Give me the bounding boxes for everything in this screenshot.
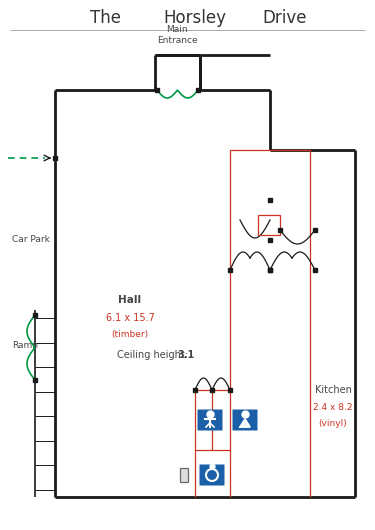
Text: Ramp: Ramp <box>12 340 38 349</box>
FancyBboxPatch shape <box>198 410 222 430</box>
Text: Kitchen: Kitchen <box>315 385 351 395</box>
FancyBboxPatch shape <box>200 464 225 485</box>
FancyBboxPatch shape <box>232 410 258 430</box>
Text: Hall: Hall <box>118 295 142 305</box>
Text: 2.4 x 8.2: 2.4 x 8.2 <box>313 403 353 412</box>
Text: 6.1 x 15.7: 6.1 x 15.7 <box>106 313 154 323</box>
Text: Horsley: Horsley <box>164 9 226 27</box>
Text: Ceiling height:: Ceiling height: <box>117 350 191 360</box>
Text: (vinyl): (vinyl) <box>319 420 347 428</box>
Polygon shape <box>240 419 250 427</box>
Text: The: The <box>90 9 120 27</box>
Bar <box>180 468 188 482</box>
Text: (timber): (timber) <box>111 330 148 339</box>
Bar <box>258 215 280 235</box>
Text: Main
Entrance: Main Entrance <box>157 25 197 45</box>
Text: Drive: Drive <box>263 9 307 27</box>
Text: 3.1: 3.1 <box>178 350 195 360</box>
Text: Car Park: Car Park <box>12 235 50 244</box>
